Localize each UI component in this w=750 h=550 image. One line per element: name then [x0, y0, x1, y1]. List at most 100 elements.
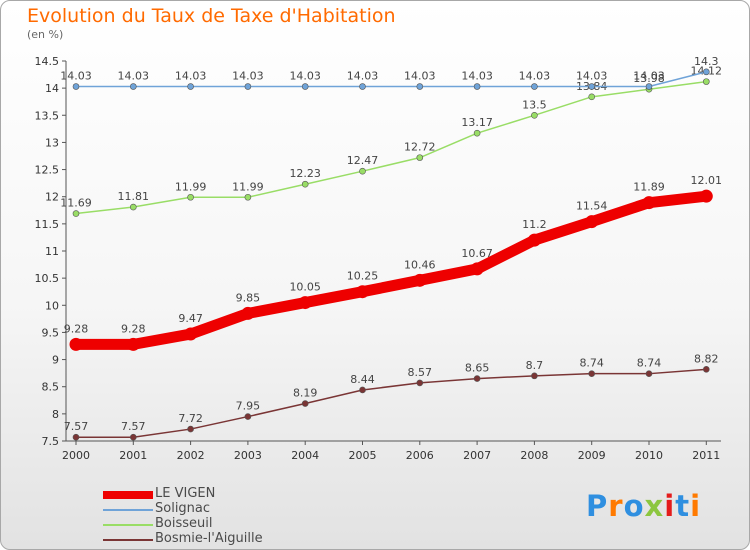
legend-label-solignac: Solignac: [155, 501, 211, 516]
y-tick-label: 12.5: [35, 164, 60, 177]
y-tick-label: 9.5: [42, 326, 60, 339]
brand-letter: x: [644, 489, 665, 523]
data-label: 10.05: [289, 281, 321, 294]
data-label: 7.95: [236, 400, 261, 413]
data-label: 9.28: [64, 322, 89, 335]
y-tick-label: 13.5: [35, 109, 60, 122]
data-point: [473, 375, 481, 382]
data-label: 13.17: [461, 116, 493, 129]
legend-item-solignac: Solignac: [103, 501, 423, 518]
y-tick-label: 13: [45, 136, 59, 149]
data-label: 14.03: [289, 70, 321, 83]
series-line-0: [70, 190, 712, 350]
data-label: 8.65: [465, 362, 490, 375]
legend-swatch-boisseuil: [103, 524, 153, 526]
data-point: [69, 337, 83, 351]
data-point: [301, 180, 309, 188]
data-label: 9.47: [178, 312, 203, 325]
series-line-3: [75, 368, 708, 438]
data-label: 7.57: [64, 420, 89, 433]
y-tick-label: 9: [52, 354, 59, 367]
data-label: 7.72: [178, 412, 203, 425]
chart-title: Evolution du Taux de Taxe d'Habitation: [27, 5, 396, 27]
data-label: 13.5: [522, 98, 547, 111]
data-label: 9.28: [121, 322, 146, 335]
data-label: 8.74: [579, 357, 604, 370]
data-label: 12.47: [347, 154, 379, 167]
brand-letter: t: [675, 489, 691, 523]
data-point: [241, 306, 255, 320]
data-label: 11.54: [576, 200, 608, 213]
data-label: 10.67: [461, 247, 493, 260]
x-tick-label: 2007: [463, 449, 491, 462]
data-point: [702, 68, 710, 76]
data-label: 14.03: [633, 70, 665, 83]
data-point: [416, 379, 424, 387]
data-point: [699, 189, 713, 203]
data-label: 14.03: [232, 70, 264, 83]
legend-item-boisseuil: Boisseuil: [103, 516, 423, 533]
data-point: [184, 327, 198, 341]
data-label: 11.81: [118, 190, 150, 203]
data-point: [72, 210, 80, 217]
x-tick-label: 2003: [234, 449, 262, 462]
data-point: [126, 337, 140, 351]
y-tick-label: 11.5: [35, 218, 60, 231]
legend-label-le-vigen: LE VIGEN: [155, 486, 216, 501]
data-point: [645, 83, 653, 90]
x-tick-label: 2000: [62, 449, 90, 462]
unit-label: (en %): [27, 28, 64, 41]
data-point: [470, 262, 484, 276]
data-label: 14.3: [694, 55, 719, 68]
data-point: [130, 83, 137, 90]
brand-letter: i: [690, 489, 702, 523]
legend-label-bosmie: Bosmie-l'Aiguille: [155, 531, 263, 546]
data-label: 12.01: [691, 174, 723, 187]
data-point: [642, 196, 656, 210]
data-point: [531, 83, 538, 90]
data-label: 14.03: [60, 70, 92, 83]
data-point: [527, 233, 541, 247]
data-point: [298, 296, 312, 310]
data-label: 14.03: [118, 70, 150, 83]
y-tick-label: 10: [45, 299, 59, 312]
data-label: 9.85: [236, 291, 261, 304]
x-tick-label: 2008: [520, 449, 548, 462]
data-point: [531, 111, 538, 119]
x-tick-label: 2001: [119, 449, 147, 462]
data-label: 14.03: [461, 70, 493, 83]
data-point: [356, 285, 369, 299]
data-point: [301, 400, 309, 407]
data-label: 11.2: [522, 218, 547, 231]
data-point: [130, 203, 137, 211]
legend-item-le-vigen: LE VIGEN: [103, 486, 423, 503]
data-point: [359, 83, 366, 90]
data-label: 13.98: [633, 72, 665, 85]
data-point: [473, 129, 481, 137]
x-tick-label: 2002: [177, 449, 205, 462]
data-point: [588, 83, 596, 90]
data-label: 14.03: [175, 70, 207, 83]
y-tick-label: 14.5: [35, 55, 60, 68]
data-point: [187, 425, 194, 433]
legend-item-bosmie: Bosmie-l'Aiguille: [103, 531, 423, 548]
y-tick-label: 7.5: [42, 435, 60, 448]
data-point: [130, 433, 137, 441]
brand-letter: P: [586, 489, 609, 523]
legend-swatch-le-vigen: [103, 491, 153, 499]
data-label: 8.82: [694, 352, 719, 365]
data-point: [645, 370, 653, 377]
data-point: [72, 83, 80, 90]
data-point: [413, 273, 427, 287]
data-point: [473, 83, 481, 90]
data-label: 8.74: [637, 357, 662, 370]
data-point: [72, 433, 80, 441]
data-point: [531, 372, 538, 380]
brand-letter: o: [623, 489, 645, 523]
data-point: [702, 366, 710, 373]
legend-swatch-bosmie: [103, 539, 153, 541]
data-point: [359, 167, 366, 175]
data-point: [244, 193, 252, 201]
